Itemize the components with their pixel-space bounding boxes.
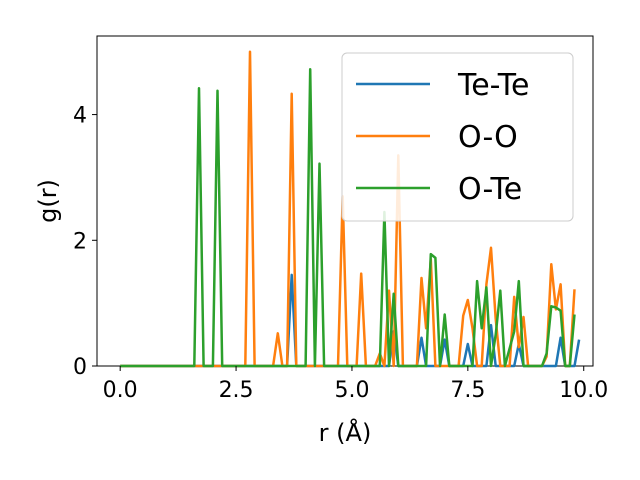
x-axis: 0.0 2.5 5.0 7.5 10.0 [103, 366, 608, 403]
legend-label-o-o: O-O [458, 120, 518, 155]
y-tick-label: 0 [73, 355, 87, 380]
legend: Te-Te O-O O-Te [341, 52, 574, 222]
x-tick-label: 5.0 [334, 378, 369, 403]
series-line-o-o [120, 50, 576, 368]
legend-label-o-te: O-Te [458, 172, 522, 207]
y-tick-label: 2 [73, 229, 87, 254]
legend-label-te-te: Te-Te [457, 68, 529, 103]
x-tick-label: 2.5 [219, 378, 254, 403]
y-axis-label: g(r) [34, 179, 62, 223]
y-axis: 0 2 4 [73, 104, 97, 380]
x-tick-label: 0.0 [103, 378, 138, 403]
x-axis-label: r (Å) [319, 418, 372, 447]
x-tick-label: 10.0 [559, 378, 608, 403]
legend-box [341, 52, 574, 222]
x-tick-label: 7.5 [450, 378, 485, 403]
y-tick-label: 4 [73, 104, 87, 129]
plot-area [96, 35, 594, 368]
series-line-o-te [120, 68, 576, 368]
series-layer [120, 50, 581, 368]
